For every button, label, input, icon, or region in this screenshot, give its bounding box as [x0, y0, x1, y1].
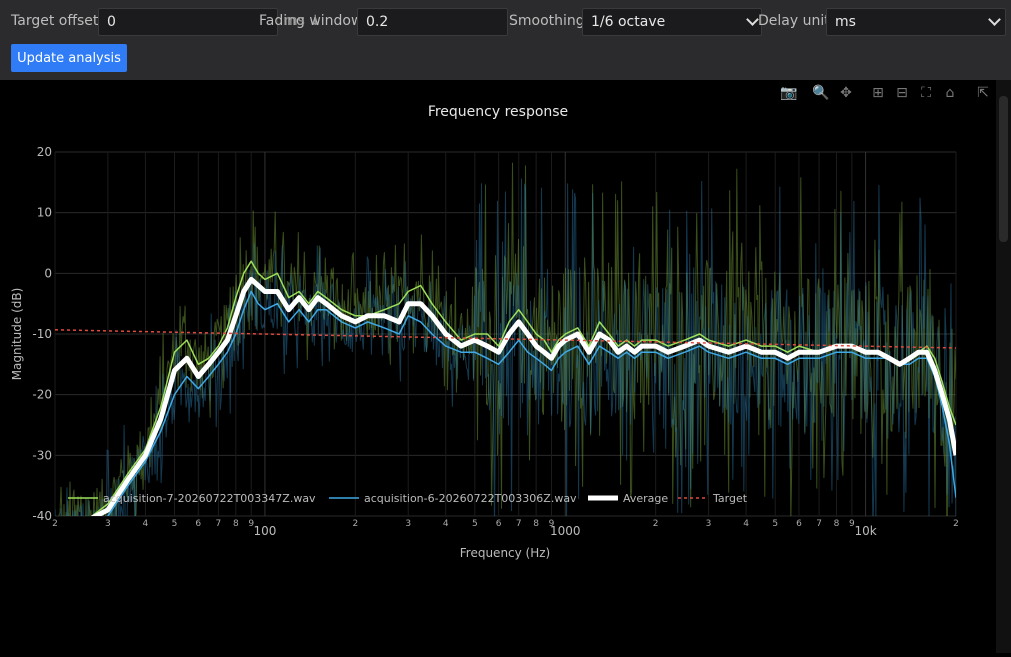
x-minor-tick-label: 5: [772, 519, 778, 529]
home-icon[interactable]: ⌂: [945, 85, 955, 101]
legend-item-label: acquisition-7-20260722T003347Z.wav: [103, 492, 316, 505]
series-line-acquisition-6-20260722t003306z-wav: [106, 290, 956, 516]
smoothing-value: 1/6 octave: [591, 14, 666, 30]
grid-lines: [54, 151, 957, 517]
x-minor-tick-label: 2: [653, 519, 659, 529]
y-tick-label: -30: [32, 448, 52, 462]
series-lines: [55, 260, 956, 516]
smoothing-select[interactable]: 1/6 octave: [582, 8, 762, 36]
x-minor-tick-label: 3: [405, 519, 411, 529]
x-axis-label: Frequency (Hz): [460, 546, 551, 560]
x-minor-tick-label: 8: [233, 519, 239, 529]
x-major-tick-label: 1000: [550, 524, 581, 538]
smoothing-label: Smoothing: [509, 13, 585, 29]
x-minor-tick-label: 8: [533, 519, 539, 529]
x-minor-tick-label: 9: [248, 519, 254, 529]
delay-unit-select[interactable]: ms: [826, 8, 1006, 36]
expand-icon[interactable]: ⇱: [977, 85, 989, 101]
series-line-target: [55, 329, 956, 349]
y-tick-label: -40: [32, 509, 52, 523]
y-tick-label: -10: [32, 327, 52, 341]
chart-title: Frequency response: [428, 104, 568, 120]
x-minor-tick-label: 7: [216, 519, 222, 529]
x-major-tick-label: 100: [253, 524, 276, 538]
zoom-icon[interactable]: 🔍: [812, 85, 830, 101]
series-line-average: [90, 276, 956, 516]
camera-icon[interactable]: 📷: [780, 85, 798, 101]
raw-trace: [55, 178, 956, 516]
x-minor-tick-label: 5: [172, 519, 178, 529]
x-minor-tick-label: 8: [834, 519, 840, 529]
legend-item-label: acquisition-6-20260722T003306Z.wav: [364, 492, 577, 505]
x-minor-tick-label: 6: [496, 519, 502, 529]
autoscale-icon[interactable]: ⛶: [921, 85, 931, 101]
x-minor-tick-label: 6: [195, 519, 201, 529]
x-minor-tick-label: 6: [796, 519, 802, 529]
y-tick-label: 20: [37, 145, 52, 159]
raw-response-traces: [55, 162, 956, 516]
x-major-tick-label: 10k: [854, 524, 876, 538]
x-minor-tick-label: 2: [52, 519, 58, 529]
x-minor-tick-label: 3: [706, 519, 712, 529]
y-tick-labels: 20 10 0 -10 -20 -30 -40: [32, 145, 52, 523]
scrollbar-thumb[interactable]: [999, 96, 1008, 242]
x-minor-tick-label: 4: [743, 519, 749, 529]
delay-unit-label: Delay unit: [758, 13, 830, 29]
y-tick-label: 10: [37, 206, 52, 220]
fading-window-label: Fading window: [259, 13, 363, 29]
x-minor-tick-label: 7: [516, 519, 522, 529]
x-minor-tick-label: 9: [549, 519, 555, 529]
x-minor-tick-label: 7: [816, 519, 822, 529]
x-minor-tick-label: 4: [443, 519, 449, 529]
x-minor-tick-label: 3: [105, 519, 111, 529]
x-minor-tick-label: 9: [849, 519, 855, 529]
fading-window-input[interactable]: [357, 8, 508, 36]
x-minor-tick-label: 2: [953, 519, 959, 529]
x-minor-tick-label: 2: [352, 519, 358, 529]
legend-item-label: Target: [712, 492, 748, 505]
zoom-in-icon[interactable]: ⊞: [872, 85, 884, 101]
target-offset-label: Target offset: [11, 13, 99, 29]
x-minor-tick-label: 4: [143, 519, 149, 529]
legend-item-label: Average: [623, 492, 668, 505]
control-bar: Target offset Fading window ms ↓ Smoothi…: [0, 0, 1011, 80]
delay-unit-value: ms: [835, 14, 856, 30]
fading-window-overlap-text: ms ↓: [284, 13, 322, 29]
update-analysis-button[interactable]: Update analysis: [11, 44, 127, 72]
legend[interactable]: acquisition-7-20260722T003347Z.wav acquis…: [68, 492, 748, 505]
y-tick-label: -20: [32, 388, 52, 402]
pan-icon[interactable]: ✥: [840, 85, 852, 101]
y-tick-label: 0: [44, 266, 52, 280]
x-minor-tick-label: 5: [472, 519, 478, 529]
target-offset-input[interactable]: [98, 8, 278, 36]
y-axis-label: Magnitude (dB): [10, 288, 24, 381]
zoom-out-icon[interactable]: ⊟: [896, 85, 908, 101]
